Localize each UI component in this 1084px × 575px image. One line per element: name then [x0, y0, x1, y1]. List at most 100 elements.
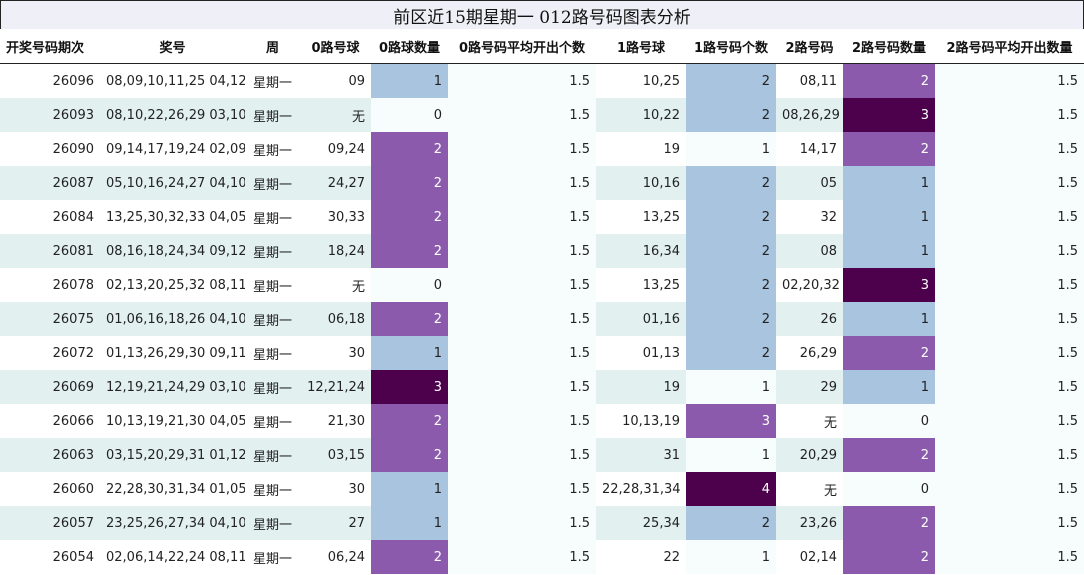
issue-cell: 26087: [0, 166, 100, 200]
route0-count-cell: 2: [371, 404, 448, 438]
route2-balls-cell: 23,26: [776, 506, 843, 540]
route0-count-cell: 1: [371, 63, 448, 98]
route0-count-cell: 1: [371, 472, 448, 506]
route0-count-cell: 3: [371, 370, 448, 404]
route1-balls-cell: 10,13,19: [596, 404, 686, 438]
route2-balls-cell: 14,17: [776, 132, 843, 166]
route2-avg-cell: 1.5: [935, 302, 1084, 336]
route1-balls-cell: 10,22: [596, 98, 686, 132]
table-row: 26096 08,09,10,11,25 04,12 星期一 09 1 1.5 10,25 2…: [0, 63, 1084, 98]
route1-count-cell: 2: [686, 268, 776, 302]
route1-count-cell: 1: [686, 438, 776, 472]
week-cell: 星期一: [245, 540, 300, 574]
table-row: 26081 08,16,18,24,34 09,12 星期一 18,24 2 1.5 16,…: [0, 234, 1084, 268]
header-route2-balls[interactable]: 2路号码: [776, 29, 843, 64]
issue-cell: 26084: [0, 200, 100, 234]
route2-count-cell: 2: [843, 63, 935, 98]
issue-cell: 26081: [0, 234, 100, 268]
route2-count-cell: 1: [843, 370, 935, 404]
analysis-table: 开奖号码期次 奖号 周 0路号球 0路球数量 0路号码平均开出个数 1路号球 1…: [0, 29, 1084, 574]
route1-balls-cell: 01,13: [596, 336, 686, 370]
numbers-cell: 08,09,10,11,25 04,12: [100, 63, 245, 98]
route0-count-cell: 2: [371, 234, 448, 268]
table-row: 26072 01,13,26,29,30 09,11 星期一 30 1 1.5 01,13 2…: [0, 336, 1084, 370]
header-numbers[interactable]: 奖号: [100, 29, 245, 64]
route2-balls-cell: 26,29: [776, 336, 843, 370]
numbers-cell: 12,19,21,24,29 03,10: [100, 370, 245, 404]
week-cell: 星期一: [245, 63, 300, 98]
route2-balls-cell: 02,20,32: [776, 268, 843, 302]
route2-balls-cell: 08,26,29: [776, 98, 843, 132]
route2-avg-cell: 1.5: [935, 438, 1084, 472]
issue-cell: 26090: [0, 132, 100, 166]
route2-avg-cell: 1.5: [935, 98, 1084, 132]
route2-avg-cell: 1.5: [935, 472, 1084, 506]
table-row: 26090 09,14,17,19,24 02,09 星期一 09,24 2 1.5 19 1…: [0, 132, 1084, 166]
table-row: 26078 02,13,20,25,32 08,11 星期一无 0 1.5 13,25 2 0…: [0, 268, 1084, 302]
route0-balls-cell: 30,33: [300, 200, 371, 234]
header-route0-avg[interactable]: 0路号码平均开出个数: [448, 29, 596, 64]
route2-count-cell: 2: [843, 506, 935, 540]
week-cell: 星期一: [245, 166, 300, 200]
numbers-cell: 10,13,19,21,30 04,05: [100, 404, 245, 438]
header-issue[interactable]: 开奖号码期次: [0, 29, 100, 64]
table-row: 26084 13,25,30,32,33 04,05 星期一 30,33 2 1.5 13,…: [0, 200, 1084, 234]
route2-count-cell: 1: [843, 302, 935, 336]
issue-cell: 26096: [0, 63, 100, 98]
route2-avg-cell: 1.5: [935, 268, 1084, 302]
header-route1-balls[interactable]: 1路号球: [596, 29, 686, 64]
route1-count-cell: 2: [686, 506, 776, 540]
route1-balls-cell: 22: [596, 540, 686, 574]
route2-balls-cell: 32: [776, 200, 843, 234]
route0-count-cell: 0: [371, 268, 448, 302]
table-row: 26060 22,28,30,31,34 01,05 星期一 30 1 1.5 22,28,…: [0, 472, 1084, 506]
route0-avg-cell: 1.5: [448, 234, 596, 268]
route2-avg-cell: 1.5: [935, 200, 1084, 234]
route2-count-cell: 0: [843, 404, 935, 438]
route0-balls-cell: 24,27: [300, 166, 371, 200]
route2-balls-cell: 29: [776, 370, 843, 404]
route2-avg-cell: 1.5: [935, 370, 1084, 404]
route1-count-cell: 1: [686, 540, 776, 574]
header-route0-balls[interactable]: 0路号球: [300, 29, 371, 64]
route1-balls-cell: 13,25: [596, 200, 686, 234]
week-cell: 星期一: [245, 336, 300, 370]
route0-avg-cell: 1.5: [448, 370, 596, 404]
header-route2-count[interactable]: 2路号码数量: [843, 29, 935, 64]
header-route0-count[interactable]: 0路球数量: [371, 29, 448, 64]
numbers-cell: 02,06,14,22,24 08,11: [100, 540, 245, 574]
numbers-cell: 01,06,16,18,26 04,10: [100, 302, 245, 336]
route0-avg-cell: 1.5: [448, 200, 596, 234]
route2-avg-cell: 1.5: [935, 63, 1084, 98]
table-title: 前区近15期星期一 012路号码图表分析: [0, 0, 1084, 30]
route0-balls-cell: 无: [300, 98, 371, 132]
issue-cell: 26093: [0, 98, 100, 132]
route2-count-cell: 3: [843, 98, 935, 132]
table-row: 26057 23,25,26,27,34 04,10 星期一 27 1 1.5 25,34 2…: [0, 506, 1084, 540]
numbers-cell: 02,13,20,25,32 08,11: [100, 268, 245, 302]
route0-avg-cell: 1.5: [448, 404, 596, 438]
route1-count-cell: 2: [686, 98, 776, 132]
route1-count-cell: 1: [686, 132, 776, 166]
route0-balls-cell: 06,24: [300, 540, 371, 574]
route0-avg-cell: 1.5: [448, 506, 596, 540]
numbers-cell: 05,10,16,24,27 04,10: [100, 166, 245, 200]
header-route2-avg[interactable]: 2路号码平均开出数量: [935, 29, 1084, 64]
route0-avg-cell: 1.5: [448, 63, 596, 98]
route1-count-cell: 2: [686, 63, 776, 98]
week-cell: 星期一: [245, 200, 300, 234]
route0-avg-cell: 1.5: [448, 302, 596, 336]
route0-avg-cell: 1.5: [448, 166, 596, 200]
header-week[interactable]: 周: [245, 29, 300, 64]
week-cell: 星期一: [245, 268, 300, 302]
route2-count-cell: 2: [843, 438, 935, 472]
route0-avg-cell: 1.5: [448, 132, 596, 166]
header-route1-count[interactable]: 1路号码个数: [686, 29, 776, 64]
route0-balls-cell: 12,21,24: [300, 370, 371, 404]
issue-cell: 26054: [0, 540, 100, 574]
week-cell: 星期一: [245, 234, 300, 268]
route2-avg-cell: 1.5: [935, 336, 1084, 370]
route0-balls-cell: 30: [300, 336, 371, 370]
route2-avg-cell: 1.5: [935, 506, 1084, 540]
route0-balls-cell: 03,15: [300, 438, 371, 472]
